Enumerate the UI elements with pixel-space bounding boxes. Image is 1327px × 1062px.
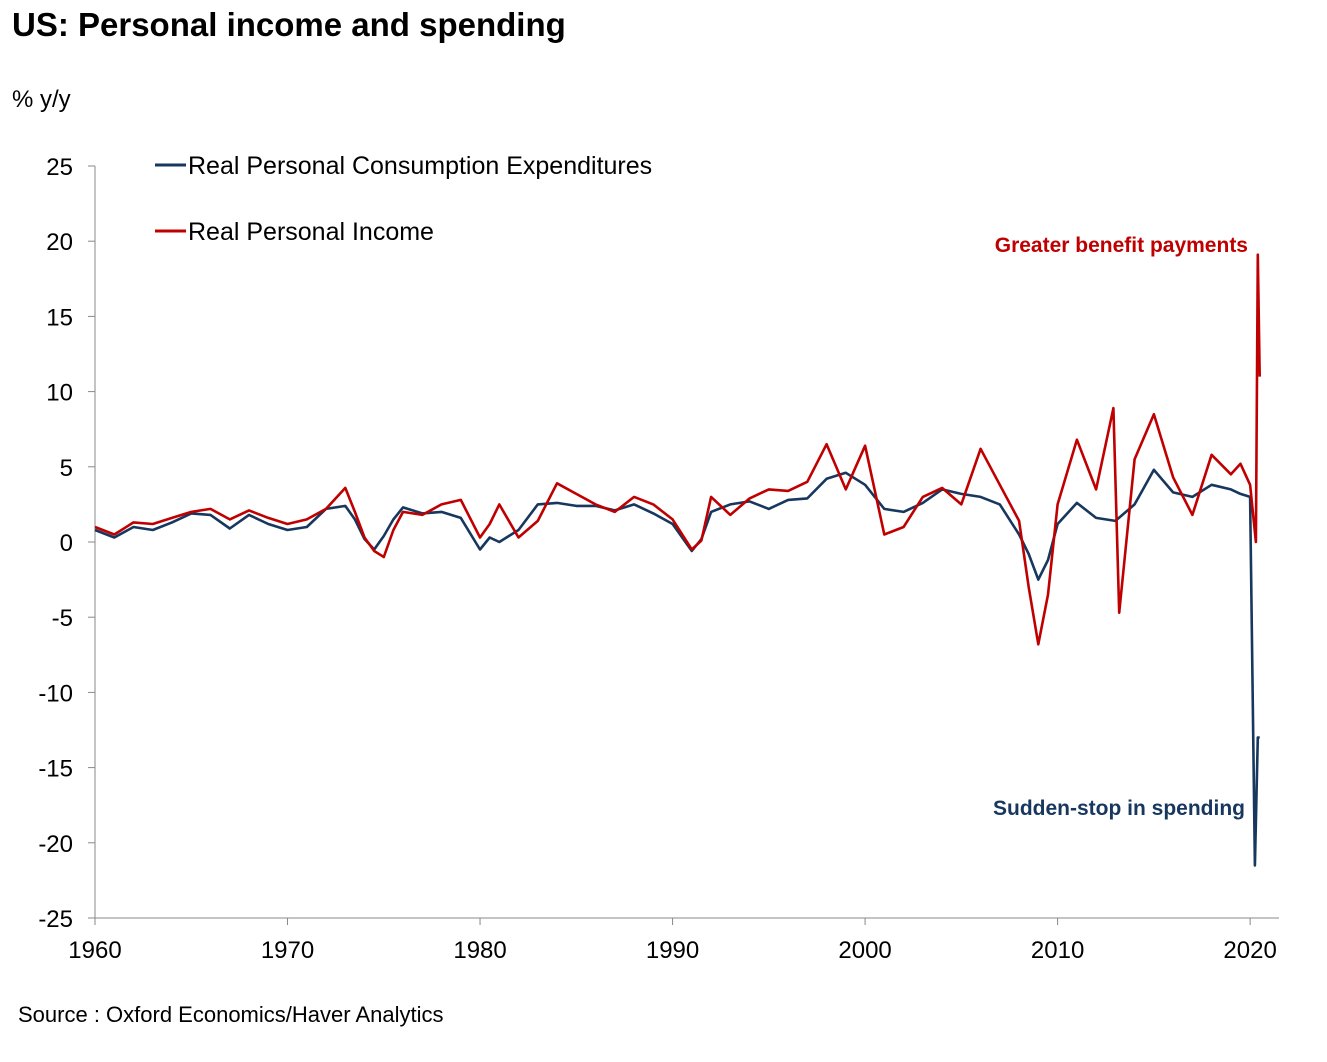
y-tick-label: 25 xyxy=(46,154,73,181)
y-tick-label: 20 xyxy=(46,229,73,256)
x-tick-label: 2010 xyxy=(1031,937,1084,964)
annotation-benefit-payments: Greater benefit payments xyxy=(995,234,1248,257)
y-tick-label: -20 xyxy=(38,831,73,858)
source-note: Source : Oxford Economics/Haver Analytic… xyxy=(18,1002,444,1027)
x-tick-label: 1990 xyxy=(646,937,699,964)
series-line-income xyxy=(94,253,1261,646)
y-tick-label: 0 xyxy=(60,530,73,557)
y-tick-label: -25 xyxy=(38,906,73,933)
chart-title: US: Personal income and spending xyxy=(12,6,566,43)
x-tick-label: 1970 xyxy=(261,937,314,964)
y-unit-label: % y/y xyxy=(12,86,71,113)
y-tick-label: -15 xyxy=(38,756,73,783)
y-tick-label: -10 xyxy=(38,680,73,707)
x-tick-label: 2000 xyxy=(838,937,891,964)
y-tick-label: -5 xyxy=(52,605,73,632)
legend-label-pce: Real Personal Consumption Expenditures xyxy=(188,152,652,180)
x-tick-label: 2020 xyxy=(1223,937,1276,964)
y-tick-label: 5 xyxy=(60,455,73,482)
legend: Real Personal Consumption Expenditures R… xyxy=(155,152,652,246)
x-tick-label: 1960 xyxy=(68,937,121,964)
y-tick-label: 10 xyxy=(46,380,73,407)
series-layer xyxy=(94,253,1261,867)
legend-label-income: Real Personal Income xyxy=(188,218,434,246)
annotation-sudden-stop: Sudden-stop in spending xyxy=(993,797,1245,820)
axes: 25 20 15 10 5 0 -5 -10 -15 -20 -25 1960 1970 1980 1990… xyxy=(38,154,1279,964)
x-tick-label: 1980 xyxy=(453,937,506,964)
y-tick-label: 15 xyxy=(46,304,73,331)
